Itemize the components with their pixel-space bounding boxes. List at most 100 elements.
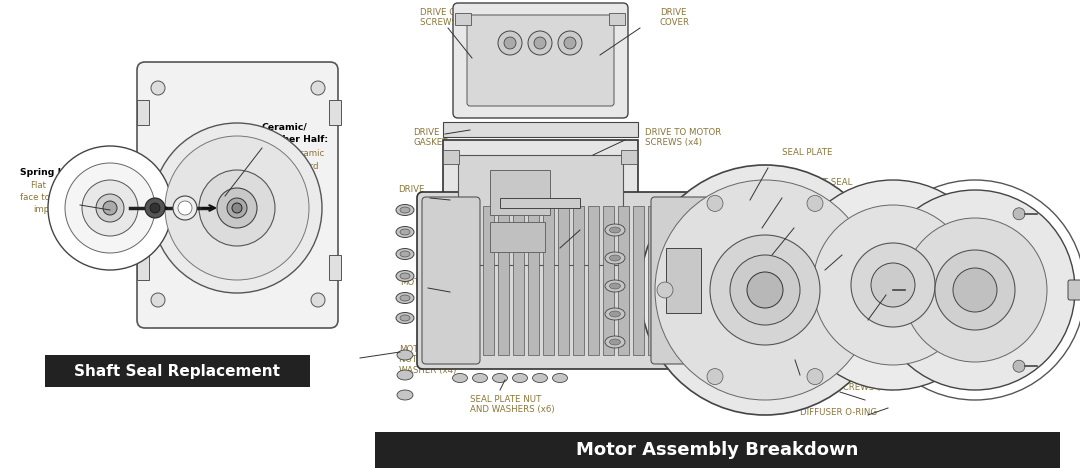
- Text: DRIVE
COVER: DRIVE COVER: [660, 8, 690, 27]
- Text: impeller: impeller: [33, 205, 68, 214]
- FancyBboxPatch shape: [137, 62, 338, 328]
- Circle shape: [881, 284, 893, 296]
- Text: IMPELLER: IMPELLER: [858, 238, 900, 247]
- Text: Flat: Flat: [30, 181, 46, 190]
- Circle shape: [788, 180, 998, 390]
- Circle shape: [935, 250, 1015, 330]
- FancyBboxPatch shape: [467, 15, 615, 106]
- Circle shape: [707, 368, 723, 385]
- Bar: [648, 206, 659, 355]
- Ellipse shape: [396, 313, 414, 324]
- Text: DRIVE TO MOTOR
SCREWS (x4): DRIVE TO MOTOR SCREWS (x4): [645, 128, 721, 148]
- Ellipse shape: [605, 336, 625, 348]
- Bar: [458, 155, 623, 265]
- Ellipse shape: [397, 390, 413, 400]
- Text: Ceramic/: Ceramic/: [262, 122, 308, 131]
- Circle shape: [96, 194, 124, 222]
- Ellipse shape: [396, 227, 414, 237]
- Circle shape: [217, 188, 257, 228]
- Circle shape: [151, 81, 165, 95]
- Circle shape: [903, 218, 1047, 362]
- Circle shape: [807, 195, 823, 211]
- Bar: [490, 170, 550, 215]
- Ellipse shape: [453, 374, 468, 383]
- FancyBboxPatch shape: [1068, 280, 1080, 300]
- Circle shape: [558, 31, 582, 55]
- FancyBboxPatch shape: [453, 3, 627, 118]
- Circle shape: [227, 198, 247, 218]
- Circle shape: [858, 282, 873, 298]
- Bar: [633, 206, 644, 355]
- Circle shape: [710, 235, 820, 345]
- FancyBboxPatch shape: [651, 197, 708, 364]
- Bar: [500, 198, 580, 208]
- Ellipse shape: [609, 255, 621, 261]
- Text: MOTOR
NUT AND
WASHER (x4): MOTOR NUT AND WASHER (x4): [399, 345, 457, 375]
- Bar: [137, 255, 149, 280]
- Text: SEAL PLATE NUT
AND WASHERS (x6): SEAL PLATE NUT AND WASHERS (x6): [470, 395, 555, 414]
- Text: face outward: face outward: [262, 162, 319, 171]
- Ellipse shape: [609, 283, 621, 289]
- Bar: [329, 255, 341, 280]
- Bar: [609, 13, 625, 25]
- Text: Shaft Seal Replacement: Shaft Seal Replacement: [75, 363, 280, 378]
- Ellipse shape: [400, 229, 410, 235]
- Text: White ceramic: White ceramic: [262, 149, 324, 158]
- Text: DRIVE COVER
SCREWS (x4): DRIVE COVER SCREWS (x4): [420, 8, 480, 27]
- Bar: [603, 206, 615, 355]
- Text: SEAL PLATE O-RING: SEAL PLATE O-RING: [812, 208, 897, 217]
- Circle shape: [807, 368, 823, 385]
- Circle shape: [199, 170, 275, 246]
- Circle shape: [564, 37, 576, 49]
- Ellipse shape: [609, 311, 621, 317]
- Text: SEAL PLATE: SEAL PLATE: [782, 148, 833, 157]
- Bar: [45, 355, 310, 387]
- Circle shape: [528, 31, 552, 55]
- Circle shape: [870, 263, 915, 307]
- Circle shape: [498, 31, 522, 55]
- Text: Spring Half:: Spring Half:: [21, 168, 83, 177]
- Circle shape: [232, 203, 242, 213]
- Circle shape: [173, 196, 197, 220]
- Bar: [375, 432, 1059, 468]
- Bar: [528, 206, 539, 355]
- Bar: [588, 206, 599, 355]
- Bar: [137, 100, 149, 125]
- Text: face towards: face towards: [21, 193, 76, 202]
- Circle shape: [150, 203, 160, 213]
- Ellipse shape: [532, 374, 548, 383]
- Ellipse shape: [473, 374, 487, 383]
- Bar: [513, 206, 524, 355]
- Circle shape: [48, 146, 172, 270]
- Text: IMPELLER
SCREW AND
WASHER: IMPELLER SCREW AND WASHER: [892, 268, 945, 298]
- Bar: [666, 248, 701, 313]
- Text: Rubber Half:: Rubber Half:: [262, 135, 328, 144]
- Circle shape: [504, 37, 516, 49]
- Ellipse shape: [400, 273, 410, 279]
- Ellipse shape: [396, 204, 414, 216]
- Circle shape: [657, 282, 673, 298]
- Bar: [443, 122, 638, 137]
- Bar: [455, 13, 471, 25]
- Bar: [558, 206, 569, 355]
- Ellipse shape: [397, 350, 413, 360]
- Bar: [621, 150, 637, 164]
- Circle shape: [707, 195, 723, 211]
- FancyBboxPatch shape: [417, 192, 714, 369]
- Ellipse shape: [396, 248, 414, 260]
- Circle shape: [851, 243, 935, 327]
- Circle shape: [152, 123, 322, 293]
- Ellipse shape: [400, 295, 410, 301]
- Circle shape: [178, 201, 192, 215]
- Bar: [618, 206, 629, 355]
- Text: SHAFT SEAL: SHAFT SEAL: [800, 178, 852, 187]
- Bar: [443, 140, 638, 280]
- Ellipse shape: [609, 339, 621, 345]
- Circle shape: [82, 180, 138, 236]
- Circle shape: [640, 165, 890, 415]
- Ellipse shape: [492, 374, 508, 383]
- Bar: [483, 206, 494, 355]
- Ellipse shape: [396, 271, 414, 281]
- Circle shape: [1013, 360, 1025, 372]
- Ellipse shape: [553, 374, 567, 383]
